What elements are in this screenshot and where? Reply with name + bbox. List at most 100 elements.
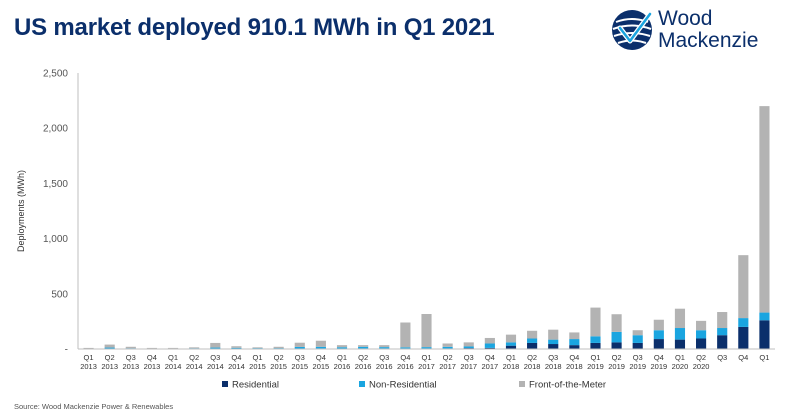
x-tick-label-quarter: Q2 (612, 353, 622, 362)
stacked-bar-chart: - 500 1,000 1,500 2,000 2,500 Deployments (MWh… (16, 69, 775, 391)
bar-segment-non-residential (463, 346, 474, 349)
x-tick-label-year: 2014 (165, 362, 182, 371)
x-tick-label-year: 2016 (334, 362, 351, 371)
x-tick-label-quarter: Q1 (168, 353, 178, 362)
bar-segment-residential (527, 342, 538, 349)
x-tick-label-quarter: Q1 (421, 353, 431, 362)
bar-segment-non-residential (653, 330, 664, 340)
bar-segment-residential (632, 342, 643, 349)
bar-segment-non-residential (442, 346, 453, 349)
legend-label: Non-Residential (369, 380, 437, 391)
bar-segment-front-of-the-meter (231, 346, 242, 348)
x-tick-label-year: 2014 (207, 362, 224, 371)
x-tick-label-quarter: Q3 (464, 353, 474, 362)
bar-segment-front-of-the-meter (421, 314, 432, 348)
bar-segment-front-of-the-meter (294, 342, 305, 347)
bar-segment-front-of-the-meter (611, 314, 622, 332)
bar-segment-front-of-the-meter (632, 330, 643, 336)
x-tick-label-year: 2019 (650, 362, 667, 371)
x-tick-label-quarter: Q2 (443, 353, 453, 362)
x-tick-label-quarter: Q3 (633, 353, 643, 362)
x-tick-label-year: 2017 (460, 362, 477, 371)
x-tick-label-quarter: Q4 (231, 353, 241, 362)
x-tick-label-year: 2017 (418, 362, 435, 371)
bar-segment-non-residential (294, 346, 305, 349)
x-tick-label-quarter: Q1 (506, 353, 516, 362)
bar-segment-front-of-the-meter (167, 347, 179, 349)
x-tick-label-year: 2019 (587, 362, 604, 371)
bar-segment-non-residential (569, 339, 580, 346)
bar-segment-residential (569, 345, 580, 349)
x-axis: Q12013Q22013Q32013Q42013Q12014Q22014Q320… (78, 348, 775, 371)
bar-segment-non-residential (590, 336, 601, 343)
bar-segment-residential (505, 345, 517, 349)
bar-segment-residential (484, 347, 495, 349)
wood-mackenzie-globe-check-icon (612, 10, 653, 50)
bar-segment-front-of-the-meter (336, 345, 348, 348)
bar-segment-front-of-the-meter (484, 337, 495, 344)
x-tick-label-year: 2016 (397, 362, 414, 371)
bar-segment-non-residential (738, 318, 749, 327)
source-note: Source: Wood Mackenzie Power & Renewable… (14, 402, 174, 411)
bar-segment-front-of-the-meter (273, 346, 284, 349)
bar-segment-residential (738, 326, 749, 349)
x-tick-label-quarter: Q2 (696, 353, 706, 362)
x-tick-label-year: 2018 (503, 362, 520, 371)
bar-segment-front-of-the-meter (104, 344, 115, 348)
y-axis: - 500 1,000 1,500 2,000 2,500 Deployments (MWh… (16, 69, 79, 356)
bar-segment-residential (696, 338, 707, 349)
x-tick-label-year: 2016 (355, 362, 372, 371)
x-tick-label-year: 2020 (672, 362, 689, 371)
x-tick-label-quarter: Q2 (189, 353, 199, 362)
bar-segment-front-of-the-meter (548, 329, 559, 340)
bar-segment-non-residential (400, 347, 411, 349)
bars (83, 106, 770, 349)
y-tick-label: 2,500 (43, 69, 68, 80)
x-tick-label-year: 2015 (270, 362, 287, 371)
bar-segment-front-of-the-meter (674, 308, 686, 329)
bar-segment-non-residential (358, 346, 369, 349)
x-tick-label-quarter: Q4 (147, 353, 157, 362)
legend-label: Front-of-the-Meter (529, 380, 606, 391)
bar-segment-front-of-the-meter (505, 334, 517, 343)
x-tick-label-year: 2015 (249, 362, 266, 371)
x-tick-label-year: 2015 (291, 362, 308, 371)
bar-segment-non-residential (315, 346, 326, 349)
y-tick-label: 1,000 (43, 234, 68, 245)
x-tick-label-quarter: Q4 (738, 353, 748, 362)
bar-segment-residential (590, 342, 601, 349)
bar-segment-residential (611, 342, 622, 349)
bar-segment-residential (717, 335, 728, 349)
x-tick-label-quarter: Q1 (675, 353, 685, 362)
legend-label: Residential (232, 380, 279, 391)
bar-segment-non-residential (379, 347, 390, 349)
bar-segment-residential (674, 339, 686, 349)
bar-segment-non-residential (231, 347, 242, 349)
bar-segment-residential (548, 344, 559, 349)
x-tick-label-quarter: Q4 (316, 353, 326, 362)
bar-segment-non-residential (104, 347, 115, 349)
bar-segment-front-of-the-meter (463, 342, 474, 347)
bar-segment-front-of-the-meter (189, 347, 200, 349)
bar-segment-non-residential (611, 331, 622, 343)
x-tick-label-year: 2013 (122, 362, 139, 371)
bar-segment-non-residential (717, 328, 728, 336)
x-tick-label-quarter: Q3 (126, 353, 136, 362)
bar-segment-front-of-the-meter (653, 319, 664, 331)
x-tick-label-year: 2017 (482, 362, 499, 371)
bar-segment-front-of-the-meter (83, 347, 94, 349)
x-tick-label-quarter: Q2 (527, 353, 537, 362)
y-axis-label: Deployments (MWh) (16, 170, 26, 252)
x-tick-label-year: 2013 (101, 362, 118, 371)
x-tick-label-quarter: Q3 (379, 353, 389, 362)
legend-swatch-front-of-the-meter (519, 381, 525, 387)
bar-segment-front-of-the-meter (717, 312, 728, 329)
bar-segment-non-residential (632, 335, 643, 343)
bar-segment-non-residential (548, 339, 559, 345)
x-tick-label-quarter: Q2 (274, 353, 284, 362)
x-tick-label-quarter: Q1 (84, 353, 94, 362)
bar-segment-front-of-the-meter (252, 347, 263, 349)
x-tick-label-quarter: Q3 (548, 353, 558, 362)
x-tick-label-year: 2014 (228, 362, 245, 371)
x-tick-label-year: 2018 (566, 362, 583, 371)
